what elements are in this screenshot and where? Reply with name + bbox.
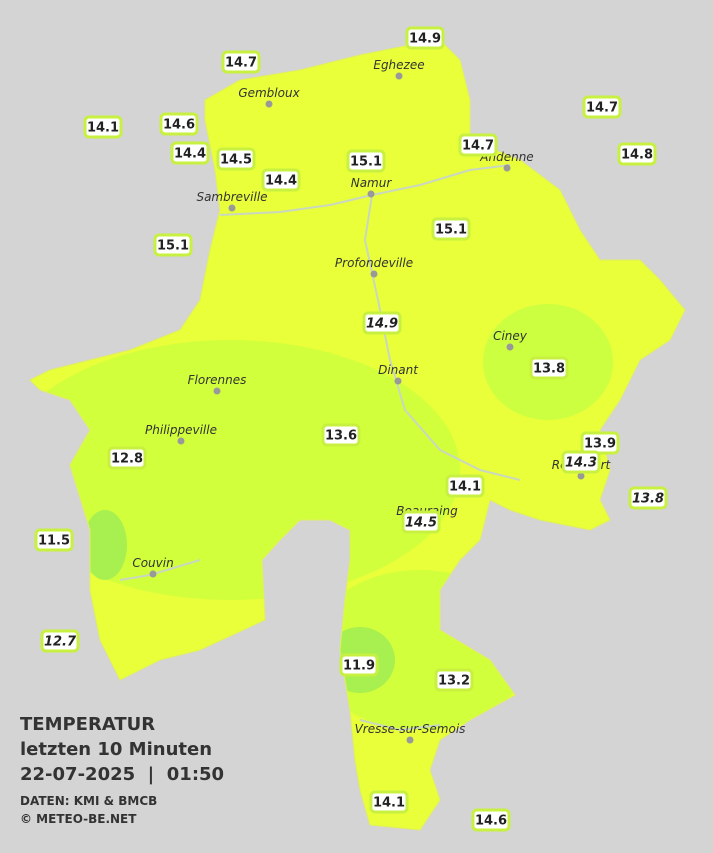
station-value: 13.8 [632,492,664,507]
city-dot [577,472,585,480]
city-label: Couvin [132,556,173,570]
station-box [34,528,74,552]
city-label: Namur [351,176,393,190]
station-box [321,423,361,447]
station-value: 14.1 [449,480,481,495]
city-label: Vresse-sur-Semois [355,722,466,736]
city-label: Philippeville [145,423,217,437]
copyright: © METEO-BE.NET [20,812,137,826]
station-box [159,112,199,136]
city-label: Profondeville [335,256,413,270]
station-value: 14.4 [174,147,206,162]
station-box [405,26,445,50]
station-box [431,217,471,241]
station-box [369,790,409,814]
station-box [561,450,601,474]
city-dot [394,377,402,385]
station-value: 14.1 [87,121,119,136]
station-value: 14.4 [265,174,297,189]
station-box [346,149,386,173]
station-value: 15.1 [435,223,467,238]
city-dot [506,343,514,351]
station-value: 14.8 [621,148,653,163]
station-box [434,668,474,692]
city-label: Ciney [493,329,528,343]
city-dot [149,570,157,578]
station-box [261,168,301,192]
station-box [170,141,210,165]
station-value: 15.1 [350,155,382,170]
city-label: Sambreville [196,190,267,204]
city-dot [503,164,511,172]
station-value: 13.2 [438,674,470,689]
station-box [107,446,147,470]
station-value: 12.8 [111,452,143,467]
station-value: 14.1 [373,796,405,811]
city-label: Eghezee [373,58,424,72]
timestamp: 22-07-2025 | 01:50 [20,764,224,785]
station-value: 14.7 [586,101,618,116]
station-value: 14.5 [220,153,252,168]
stations: 14.9 14.7 14.1 14.6 14.4 14.5 14.4 15.1 14.7 14.7… [34,26,668,832]
station-box [40,629,80,653]
city-dot [395,72,403,80]
station-box [401,510,441,534]
city-dot [406,736,414,744]
station-value: 11.5 [38,534,70,549]
station-value: 14.6 [475,814,507,829]
station-value: 11.9 [343,659,375,674]
station-box [628,486,668,510]
station-box [582,95,622,119]
station-value: 14.9 [366,317,398,332]
station-box [617,142,657,166]
station-value: 14.7 [225,56,257,71]
city-label: Florennes [188,373,247,387]
station-box [221,50,261,74]
station-box [580,431,620,455]
station-box [83,115,123,139]
station-value: 12.7 [44,635,77,650]
station-value: 13.9 [584,437,616,452]
subtitle: letzten 10 Minuten [20,739,212,760]
station-value: 14.5 [405,516,437,531]
station-box [458,133,498,157]
title: TEMPERATUR [20,714,155,735]
station-box [362,311,402,335]
station-value: 13.8 [533,362,565,377]
city-dot [177,437,185,445]
city-label: Dinant [378,363,419,377]
station-value: 14.6 [163,118,195,133]
city-dot [265,100,273,108]
station-value: 14.7 [462,139,494,154]
station-box [216,147,256,171]
station-value: 13.6 [325,429,357,444]
data-source: DATEN: KMI & BMCB [20,794,157,808]
city-dot [367,190,375,198]
station-value: 15.1 [157,239,189,254]
station-box [529,356,569,380]
station-box [471,808,511,832]
city-dot [213,387,221,395]
station-value: 14.9 [409,32,441,47]
station-box [153,233,193,257]
city-label: Gembloux [238,86,300,100]
city-dot [228,204,236,212]
station-box [445,474,485,498]
station-value: 14.3 [565,456,597,471]
city-dot [370,270,378,278]
station-box [339,653,379,677]
